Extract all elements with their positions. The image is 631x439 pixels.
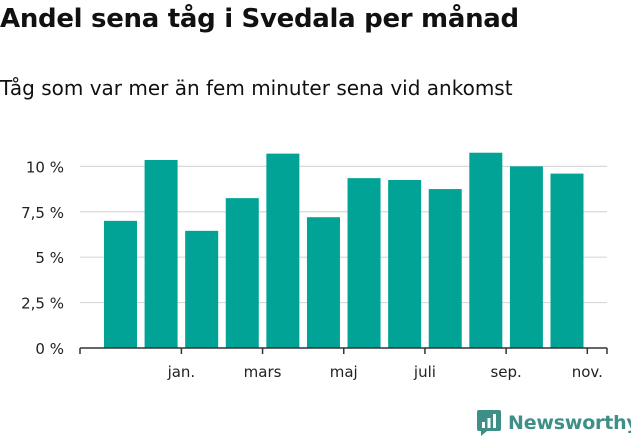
bar-nov xyxy=(550,173,584,348)
brand-name: Newsworthy xyxy=(508,412,631,434)
bar-feb xyxy=(185,230,219,348)
x-tick-labels: jan. mars maj juli sep. nov. xyxy=(167,363,603,381)
bar-sep xyxy=(469,152,503,348)
y-tick-labels: 0 % 2,5 % 5 % 7,5 % 10 % xyxy=(21,158,64,358)
chart-subtitle: Tåg som var mer än fem minuter sena vid … xyxy=(0,76,513,100)
x-tick-label: sep. xyxy=(490,363,521,381)
y-tick-label: 2,5 % xyxy=(21,295,64,313)
x-tick-label: nov. xyxy=(572,363,603,381)
bar-maj xyxy=(306,217,340,348)
x-tick-label: juli xyxy=(413,363,436,381)
newsworthy-brand: Newsworthy xyxy=(476,408,631,438)
x-tick-label: mars xyxy=(244,363,282,381)
bar-okt xyxy=(509,166,543,348)
bar-apr xyxy=(266,153,300,348)
y-tick-label: 10 % xyxy=(26,158,64,176)
bar-mars xyxy=(225,198,259,348)
y-tick-label: 5 % xyxy=(35,249,64,267)
chart-title: Andel sena tåg i Svedala per månad xyxy=(0,4,519,34)
x-axis xyxy=(79,347,608,354)
bar-juli xyxy=(388,179,422,348)
bar-jan xyxy=(144,159,178,348)
x-tick-label: maj xyxy=(330,363,358,381)
newsworthy-logo-icon xyxy=(477,410,501,436)
y-tick-label: 0 % xyxy=(35,340,64,358)
bar-dec xyxy=(104,220,137,348)
x-tick-label: jan. xyxy=(167,363,196,381)
bar-juni xyxy=(347,178,381,348)
bar-aug xyxy=(428,189,462,348)
y-tick-label: 7,5 % xyxy=(21,204,64,222)
bars xyxy=(104,152,584,348)
